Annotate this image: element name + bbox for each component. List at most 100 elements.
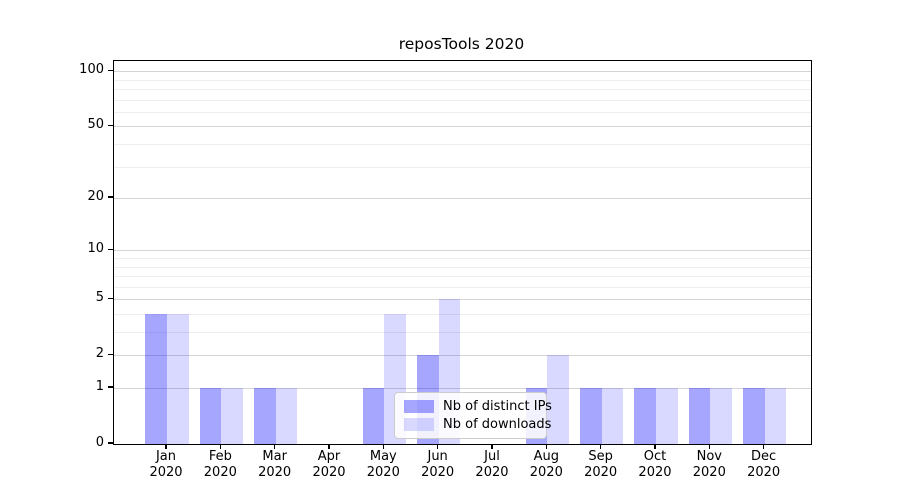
minor-gridline: [114, 166, 811, 168]
x-tick-mark: [219, 444, 221, 449]
x-tick-year: 2020: [421, 464, 455, 480]
bar-distinct-ips: [253, 388, 276, 444]
legend-label-distinct-ips: Nb of distinct IPs: [443, 399, 552, 415]
x-tick-label: Jan 2020: [134, 449, 198, 480]
y-tick-mark: [108, 124, 113, 127]
y-tick-mark: [108, 386, 113, 388]
y-tick-mark: [108, 69, 113, 71]
y-tick-label: 100: [79, 62, 104, 78]
bar-downloads: [764, 388, 787, 444]
y-tick-mark: [108, 353, 113, 355]
y-tick-label: 50: [87, 117, 104, 133]
x-tick-year: 2020: [529, 464, 563, 480]
y-tick-label: 20: [87, 189, 104, 205]
bar-downloads: [167, 314, 189, 444]
y-tick-label: 2: [95, 346, 104, 362]
bar-downloads: [710, 388, 732, 444]
x-tick-year: 2020: [692, 464, 726, 480]
x-tick-year: 2020: [366, 464, 400, 480]
x-tick-month: Mar: [262, 449, 287, 464]
x-tick-mark: [545, 444, 547, 449]
minor-gridline: [114, 266, 811, 268]
x-tick-mark: [654, 444, 656, 449]
bar-distinct-ips: [688, 388, 711, 444]
bar-distinct-ips: [579, 388, 602, 444]
bar-downloads: [547, 355, 569, 444]
major-gridline: [114, 71, 811, 73]
y-tick-label: 1: [95, 379, 104, 394]
major-gridline: [114, 126, 811, 128]
bar-distinct-ips: [634, 388, 656, 444]
x-tick-month: May: [369, 449, 397, 464]
x-tick-mark: [437, 444, 439, 449]
minor-gridline: [114, 286, 811, 288]
major-gridline: [114, 198, 811, 200]
minor-gridline: [114, 144, 811, 146]
x-tick-label: May 2020: [351, 449, 415, 480]
x-tick-mark: [328, 444, 330, 449]
bar-distinct-ips: [145, 314, 167, 444]
major-gridline: [114, 355, 811, 357]
x-tick-mark: [382, 444, 384, 449]
minor-gridline: [114, 332, 811, 334]
x-tick-year: 2020: [203, 464, 237, 480]
major-gridline: [114, 299, 811, 301]
x-tick-month: Jun: [427, 449, 448, 464]
y-tick-mark: [108, 442, 113, 444]
x-tick-year: 2020: [747, 464, 781, 480]
minor-gridline: [114, 276, 811, 278]
x-tick-month: Sep: [588, 449, 613, 464]
minor-gridline: [114, 111, 811, 113]
x-tick-year: 2020: [638, 464, 672, 480]
x-tick-year: 2020: [149, 464, 183, 480]
minor-gridline: [114, 79, 811, 81]
x-tick-label: Aug 2020: [514, 449, 578, 480]
x-tick-label: Mar 2020: [243, 449, 307, 480]
minor-gridline: [114, 314, 811, 315]
minor-gridline: [114, 258, 811, 260]
x-tick-label: Feb 2020: [188, 449, 252, 480]
x-tick-month: Oct: [643, 449, 667, 464]
x-tick-month: Jan: [155, 449, 177, 464]
x-tick-label: Jun 2020: [406, 449, 470, 480]
x-tick-month: Aug: [533, 449, 559, 464]
y-tick-label: 0: [95, 435, 104, 450]
x-tick-label: Dec 2020: [732, 449, 796, 480]
bar-distinct-ips: [199, 388, 222, 444]
major-gridline: [114, 250, 811, 252]
chart-title: reposTools 2020: [398, 35, 525, 53]
legend-label-downloads: Nb of downloads: [443, 416, 552, 432]
x-tick-year: 2020: [475, 464, 509, 480]
legend-swatch-distinct-ips: [404, 400, 434, 414]
minor-gridline: [114, 99, 811, 101]
y-tick-mark: [108, 248, 113, 250]
y-tick-mark: [108, 297, 113, 299]
x-tick-mark: [274, 444, 276, 449]
x-tick-mark: [491, 444, 493, 449]
x-tick-label: Apr 2020: [297, 449, 361, 480]
bar-downloads: [655, 388, 678, 444]
legend-entry-distinct-ips: Nb of distinct IPs: [404, 399, 552, 414]
bar-distinct-ips: [362, 388, 385, 444]
bar-distinct-ips: [742, 388, 765, 444]
x-tick-year: 2020: [584, 464, 618, 480]
x-tick-month: Dec: [751, 449, 777, 464]
x-tick-month: Apr: [317, 449, 341, 464]
x-tick-month: Nov: [696, 449, 722, 464]
x-tick-label: Sep 2020: [569, 449, 633, 480]
y-tick-mark: [108, 196, 113, 198]
legend-swatch-downloads: [404, 417, 434, 431]
x-tick-year: 2020: [312, 464, 346, 480]
x-tick-label: Jul 2020: [460, 449, 524, 480]
bar-downloads: [221, 388, 244, 444]
y-tick-label: 10: [87, 241, 104, 257]
bar-downloads: [601, 388, 624, 444]
x-tick-mark: [762, 444, 765, 449]
y-tick-label: 5: [95, 290, 104, 306]
major-gridline: [114, 388, 811, 389]
bar-downloads: [275, 388, 298, 444]
x-tick-mark: [165, 444, 167, 449]
x-tick-mark: [599, 444, 602, 449]
x-tick-label: Nov 2020: [677, 449, 741, 480]
